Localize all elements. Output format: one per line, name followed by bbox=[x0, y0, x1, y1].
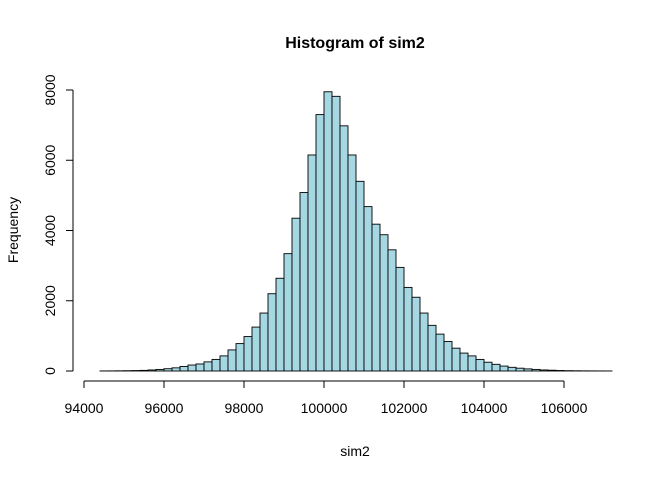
x-tick-label: 102000 bbox=[381, 400, 428, 416]
x-tick-label: 106000 bbox=[541, 400, 588, 416]
histogram-bar bbox=[179, 365, 189, 372]
histogram-bar bbox=[403, 286, 413, 372]
histogram-bar bbox=[307, 154, 317, 372]
histogram-bar bbox=[523, 368, 533, 372]
histogram-bar bbox=[331, 95, 341, 372]
histogram-bar bbox=[323, 91, 333, 372]
x-tick-label: 96000 bbox=[145, 400, 184, 416]
histogram-bar bbox=[427, 324, 437, 372]
histogram-bar bbox=[467, 355, 477, 372]
histogram-bar bbox=[451, 347, 461, 372]
histogram-bar bbox=[275, 277, 285, 372]
histogram-bar bbox=[251, 326, 261, 372]
histogram-bar bbox=[475, 358, 485, 372]
x-axis: 94000 96000 98000 100000 102000 104000 106000 bbox=[65, 380, 588, 416]
histogram-bar bbox=[515, 367, 525, 372]
histogram-bar bbox=[171, 367, 181, 372]
histogram-bar bbox=[267, 293, 277, 372]
histogram-bar bbox=[483, 361, 493, 372]
histogram-bar bbox=[163, 368, 173, 372]
histogram-bar bbox=[363, 206, 373, 372]
y-tick-label: 4000 bbox=[42, 215, 58, 246]
histogram-bar bbox=[291, 217, 301, 372]
histogram-bar bbox=[155, 368, 165, 372]
histogram-bar bbox=[139, 369, 149, 372]
x-tick-label: 98000 bbox=[225, 400, 264, 416]
histogram-bar bbox=[259, 312, 269, 372]
histogram-bar bbox=[355, 180, 365, 372]
histogram-bar bbox=[387, 249, 397, 372]
histogram-bar bbox=[243, 336, 253, 372]
histogram-bar bbox=[499, 365, 509, 372]
histogram-bar bbox=[211, 358, 221, 372]
histogram-bar bbox=[395, 266, 405, 372]
histogram-bar bbox=[531, 368, 541, 372]
histogram-bar bbox=[547, 369, 557, 372]
x-tick-label: 100000 bbox=[301, 400, 348, 416]
histogram-bar bbox=[435, 333, 445, 372]
histogram-bar bbox=[539, 369, 549, 372]
chart-title: Histogram of sim2 bbox=[285, 35, 425, 52]
histogram-bar bbox=[187, 364, 197, 372]
histogram-bar bbox=[315, 114, 325, 372]
y-axis-label: Frequency bbox=[5, 197, 21, 263]
y-tick-label: 0 bbox=[42, 367, 58, 375]
histogram-bar bbox=[147, 369, 157, 372]
histogram-bar bbox=[491, 363, 501, 372]
histogram-bar bbox=[235, 343, 245, 372]
y-tick-label: 6000 bbox=[42, 144, 58, 175]
x-axis-label: sim2 bbox=[340, 443, 370, 459]
histogram-bar bbox=[347, 154, 357, 372]
histogram-bar bbox=[419, 312, 429, 372]
y-tick-label: 8000 bbox=[42, 74, 58, 105]
histogram-bar bbox=[203, 361, 213, 372]
histogram-bar bbox=[459, 352, 469, 372]
y-axis: 0 2000 4000 6000 8000 bbox=[42, 74, 74, 375]
y-tick-label: 2000 bbox=[42, 285, 58, 316]
histogram-bar bbox=[299, 192, 309, 372]
histogram-bar bbox=[411, 296, 421, 372]
histogram-bar bbox=[507, 366, 517, 372]
histogram-bar bbox=[339, 125, 349, 372]
x-tick-label: 94000 bbox=[65, 400, 104, 416]
histogram-bar bbox=[195, 363, 205, 372]
histogram-bar bbox=[283, 253, 293, 372]
histogram-bar bbox=[379, 234, 389, 372]
histogram-bar bbox=[219, 355, 229, 372]
histogram-bars bbox=[99, 91, 613, 372]
histogram-bar bbox=[443, 341, 453, 372]
x-tick-label: 104000 bbox=[461, 400, 508, 416]
histogram-bar bbox=[371, 223, 381, 372]
histogram-bar bbox=[227, 349, 237, 372]
